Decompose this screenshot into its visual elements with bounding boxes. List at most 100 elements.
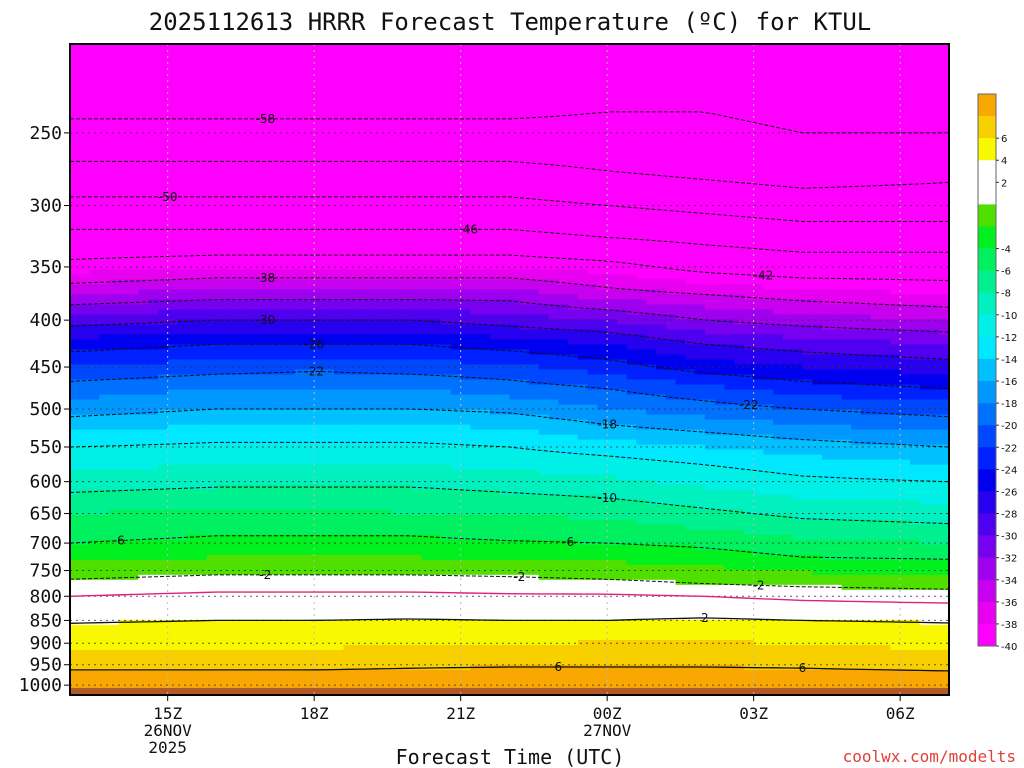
temperature-cell — [196, 149, 208, 155]
temperature-cell — [353, 319, 364, 326]
temperature-cell — [216, 149, 227, 155]
temperature-cell — [196, 64, 208, 70]
temperature-cell — [255, 434, 266, 441]
temperature-cell — [382, 319, 393, 326]
temperature-cell — [196, 314, 208, 321]
temperature-cell — [89, 124, 100, 130]
temperature-cell — [382, 594, 393, 601]
temperature-cell — [431, 374, 442, 381]
temperature-cell — [411, 564, 423, 571]
temperature-cell — [148, 489, 159, 496]
temperature-cell — [89, 99, 100, 105]
temperature-cell — [333, 89, 345, 95]
temperature-cell — [157, 524, 169, 531]
temperature-cell — [382, 229, 393, 235]
temperature-cell — [206, 609, 218, 616]
temperature-cell — [392, 504, 403, 511]
temperature-cell — [402, 74, 413, 80]
temperature-cell — [304, 549, 315, 556]
temperature-cell — [196, 179, 208, 185]
temperature-cell — [323, 454, 335, 461]
temperature-cell — [411, 554, 423, 561]
temperature-cell — [372, 529, 384, 536]
temperature-cell — [431, 54, 442, 60]
temperature-cell — [372, 279, 384, 285]
temperature-cell — [265, 294, 276, 300]
temperature-cell — [265, 314, 276, 321]
temperature-cell — [265, 94, 276, 100]
temperature-cell — [89, 409, 100, 416]
temperature-cell — [284, 354, 296, 361]
temperature-cell — [79, 424, 91, 431]
temperature-cell — [392, 319, 403, 326]
temperature-cell — [275, 114, 286, 120]
temperature-cell — [323, 404, 335, 411]
temperature-cell — [402, 354, 413, 361]
temperature-cell — [294, 179, 305, 185]
temperature-cell — [187, 499, 198, 506]
temperature-cell — [245, 599, 257, 606]
temperature-cell — [255, 554, 266, 561]
temperature-cell — [353, 159, 364, 165]
temperature-cell — [411, 654, 423, 661]
temperature-cell — [236, 334, 247, 341]
temperature-cell — [333, 374, 345, 381]
temperature-cell — [79, 414, 91, 421]
temperature-cell — [382, 189, 393, 195]
temperature-cell — [118, 304, 130, 311]
temperature-cell — [118, 664, 130, 671]
temperature-cell — [421, 684, 432, 691]
temperature-cell — [284, 554, 296, 561]
temperature-cell — [343, 374, 354, 381]
temperature-cell — [148, 339, 159, 346]
temperature-cell — [226, 224, 237, 230]
temperature-cell — [284, 84, 296, 90]
temperature-cell — [372, 454, 384, 461]
temperature-cell — [431, 524, 442, 531]
temperature-cell — [167, 384, 179, 391]
temperature-cell — [411, 319, 423, 326]
temperature-cell — [236, 534, 247, 541]
temperature-cell — [157, 79, 169, 85]
temperature-cell — [177, 594, 188, 601]
temperature-cell — [206, 584, 218, 591]
temperature-cell — [421, 404, 432, 411]
temperature-cell — [372, 574, 384, 581]
temperature-cell — [421, 389, 432, 396]
temperature-cell — [421, 594, 432, 601]
temperature-cell — [314, 494, 325, 501]
temperature-cell — [304, 489, 315, 496]
temperature-cell — [304, 64, 315, 70]
temperature-cell — [402, 499, 413, 506]
temperature-cell — [138, 284, 149, 290]
temperature-cell — [187, 429, 198, 436]
temperature-cell — [89, 419, 100, 426]
temperature-cell — [314, 374, 325, 381]
temperature-cell — [99, 169, 110, 175]
temperature-cell — [411, 574, 423, 581]
temperature-cell — [109, 234, 120, 240]
temperature-cell — [333, 424, 345, 431]
temperature-cell — [109, 264, 120, 270]
temperature-cell — [275, 129, 286, 135]
temperature-cell — [323, 159, 335, 165]
temperature-cell — [431, 564, 442, 571]
temperature-cell — [421, 649, 432, 656]
temperature-cell — [294, 539, 305, 546]
temperature-cell — [363, 514, 374, 521]
temperature-cell — [99, 44, 110, 50]
temperature-cell — [411, 454, 423, 461]
temperature-cell — [363, 574, 374, 581]
temperature-cell — [70, 414, 81, 421]
temperature-cell — [392, 269, 403, 275]
temperature-cell — [323, 424, 335, 431]
temperature-cell — [323, 679, 335, 686]
temperature-cell — [284, 64, 296, 70]
temperature-cell — [177, 499, 188, 506]
temperature-cell — [177, 544, 188, 551]
temperature-cell — [275, 389, 286, 396]
temperature-cell — [363, 284, 374, 290]
temperature-cell — [333, 449, 345, 456]
temperature-cell — [431, 614, 442, 621]
temperature-cell — [118, 484, 130, 491]
